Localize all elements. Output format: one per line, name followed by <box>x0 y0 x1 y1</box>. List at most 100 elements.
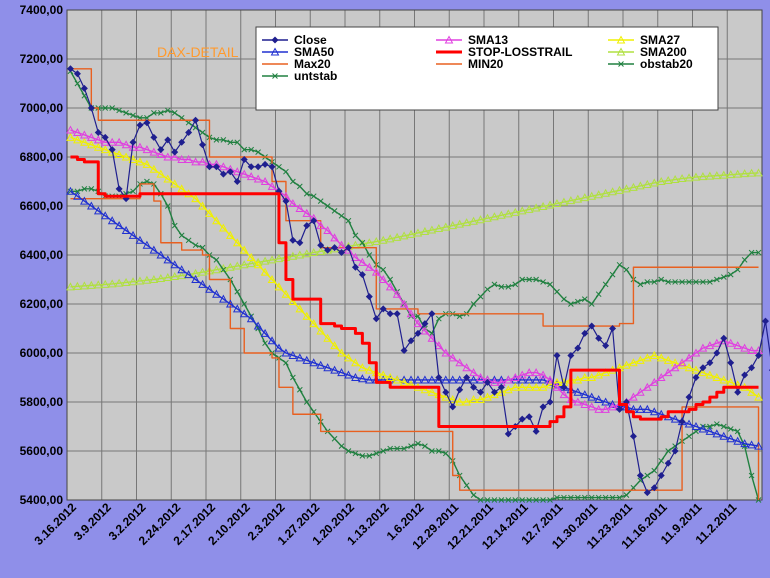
sma50-point <box>191 274 200 283</box>
sma27-point <box>545 380 555 389</box>
close-point <box>66 65 74 73</box>
obstab20-point <box>498 283 505 290</box>
untstab-point <box>588 494 595 501</box>
sma27-point <box>399 377 409 386</box>
sma200-point <box>656 176 666 185</box>
sma200-point <box>142 275 152 284</box>
sma200-point <box>552 198 562 208</box>
sma13-point <box>184 154 193 163</box>
obstab20-point <box>317 198 324 204</box>
close-point <box>713 349 721 357</box>
untstab-point <box>491 497 498 503</box>
sma27-point <box>663 355 673 364</box>
obstab20-point <box>435 315 442 322</box>
close-point <box>178 138 186 146</box>
sma50-point <box>253 321 263 330</box>
close-point <box>324 246 332 254</box>
sma13-point <box>719 336 729 345</box>
untstab-point <box>630 484 637 491</box>
sma50-point <box>406 375 416 384</box>
close-point <box>595 334 603 342</box>
legend-label-max20: Max20 <box>294 57 331 71</box>
sma200-point <box>413 228 423 237</box>
close-point <box>560 383 568 391</box>
close-point <box>150 133 158 141</box>
sma13-point <box>733 341 743 350</box>
sma200-point <box>684 173 694 182</box>
sma50-point <box>573 387 583 396</box>
close-point <box>73 70 81 78</box>
untstab-point <box>526 497 533 503</box>
sma27-point <box>476 394 485 404</box>
untstab-point <box>595 494 602 501</box>
sma50-point <box>114 221 124 230</box>
untstab-point <box>651 467 658 474</box>
sma50-point <box>149 245 159 254</box>
sma13-point <box>524 368 534 377</box>
sma200-point <box>80 281 89 290</box>
obstab20-point <box>526 276 533 283</box>
untstab-point <box>568 494 574 501</box>
close-point <box>518 415 526 423</box>
sma13-point <box>594 404 604 413</box>
sma13-point <box>434 341 444 350</box>
sma13-point <box>441 348 451 357</box>
close-point <box>643 489 651 497</box>
close-point <box>616 405 624 413</box>
untstab-point <box>415 440 421 447</box>
close-point <box>685 393 693 401</box>
obstab20-point <box>345 217 352 224</box>
sma50-point <box>260 328 270 337</box>
sma27-point <box>232 238 242 247</box>
close-point <box>553 351 561 359</box>
sma13-point <box>80 130 89 139</box>
sma27-point <box>86 140 96 149</box>
sma27-point <box>225 230 235 239</box>
sma50-point <box>448 375 458 384</box>
sma27-point <box>677 360 687 369</box>
close-point <box>414 329 422 337</box>
sma27-point <box>691 365 701 374</box>
x-axis-ticks: 3.16.20123.9.20123.2.20122.24.20122.17.2… <box>31 500 739 552</box>
sma13-point <box>344 245 353 254</box>
sma50-point <box>212 289 221 298</box>
obstab20-point <box>157 110 164 116</box>
sma50-point <box>323 363 332 372</box>
sma27-point <box>170 179 180 188</box>
sma50-point <box>135 235 145 244</box>
close-point <box>344 244 352 252</box>
sma50-point <box>66 186 75 195</box>
untstab-point <box>199 244 206 251</box>
sma50-point <box>649 407 659 416</box>
close-point <box>282 197 290 205</box>
y-tick-label: 7000,00 <box>20 101 64 115</box>
sma200-point <box>740 169 749 178</box>
close-point <box>351 263 359 271</box>
sma200-point <box>177 271 187 280</box>
sma50-point <box>205 284 214 293</box>
sma50-point <box>80 196 89 205</box>
untstab-point <box>130 188 136 195</box>
sma27-point <box>622 360 631 369</box>
sma27-point <box>427 387 437 396</box>
sma27-point <box>636 355 645 364</box>
sma200-point <box>490 212 499 221</box>
sma13-point <box>427 333 437 342</box>
sma27-point <box>344 353 353 362</box>
sma200-point <box>517 206 527 215</box>
untstab-point <box>359 453 366 459</box>
sma27-point <box>698 368 708 377</box>
sma27-point <box>316 326 326 335</box>
sma50-point <box>156 250 166 259</box>
close-point <box>171 148 179 156</box>
untstab-point <box>171 222 178 229</box>
obstab20-point <box>644 279 651 285</box>
sma27-point <box>392 375 402 384</box>
sma27-point <box>670 358 680 367</box>
sma13-point <box>100 137 110 146</box>
untstab-point <box>533 497 539 503</box>
obstab20-point <box>380 266 387 273</box>
sma13-point <box>469 368 478 377</box>
sma13-point <box>364 262 374 271</box>
close-point <box>609 325 617 332</box>
